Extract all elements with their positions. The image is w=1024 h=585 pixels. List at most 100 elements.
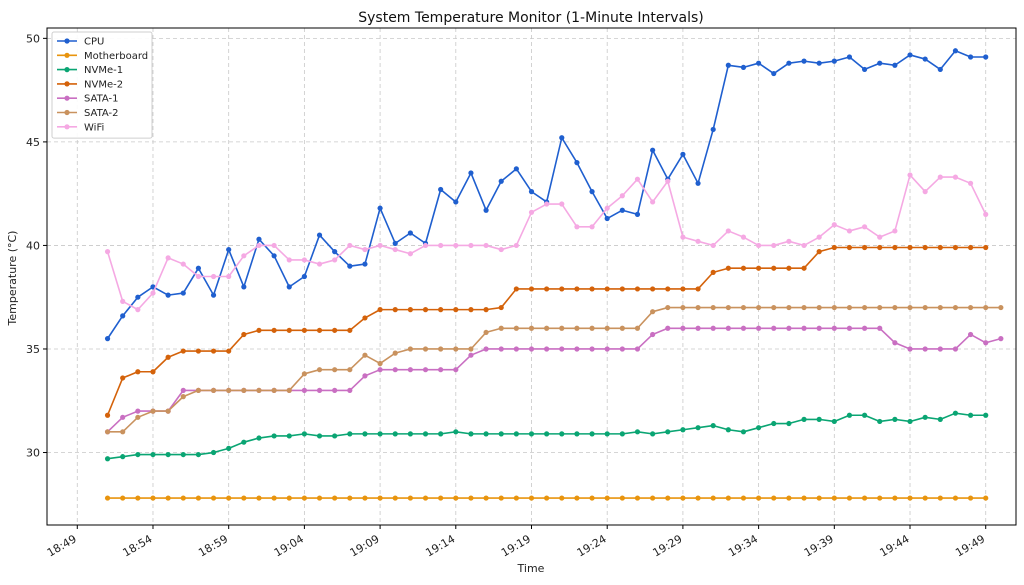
data-point-motherboard	[544, 495, 550, 501]
data-point-sata-1	[967, 331, 974, 338]
data-point-nvme-1	[756, 425, 762, 431]
data-point-cpu	[619, 207, 625, 213]
x-tick-label: 19:39	[802, 532, 836, 559]
data-point-sata-2	[483, 329, 489, 336]
data-point-cpu	[604, 215, 610, 222]
series-nvme-1	[104, 410, 989, 462]
data-point-wifi	[513, 242, 519, 249]
y-tick-label: 50	[26, 32, 40, 45]
data-point-sata-2	[165, 408, 171, 414]
data-point-wifi	[544, 201, 550, 207]
data-point-wifi	[619, 193, 625, 199]
data-point-nvme-2	[226, 348, 232, 354]
data-point-sata-2	[771, 304, 777, 311]
data-point-cpu	[513, 166, 519, 172]
data-point-motherboard	[271, 495, 277, 501]
data-point-motherboard	[422, 495, 429, 501]
data-point-wifi	[301, 257, 307, 263]
data-point-sata-2	[498, 325, 504, 331]
legend-label: CPU	[84, 37, 104, 48]
data-point-sata-1	[756, 325, 762, 331]
data-point-nvme-2	[544, 286, 550, 292]
data-point-sata-2	[226, 387, 232, 393]
data-point-sata-1	[710, 325, 716, 331]
x-tick-label: 18:59	[196, 532, 230, 559]
data-point-nvme-2	[695, 286, 701, 292]
data-point-sata-2	[316, 367, 323, 373]
legend-item-sata-1: SATA-1	[57, 94, 119, 105]
data-point-nvme-1	[983, 412, 989, 418]
legend-item-motherboard: Motherboard	[57, 51, 148, 62]
data-point-wifi	[650, 199, 656, 205]
y-tick-label: 30	[26, 447, 40, 460]
data-point-motherboard	[846, 495, 853, 501]
data-point-sata-2	[559, 325, 565, 331]
data-point-wifi	[983, 211, 989, 217]
data-point-nvme-2	[831, 244, 837, 251]
data-point-motherboard	[937, 495, 943, 501]
data-point-motherboard	[468, 495, 474, 501]
data-point-nvme-2	[771, 265, 777, 271]
x-tick-label: 19:34	[726, 532, 760, 559]
x-tick-label: 19:29	[650, 532, 684, 559]
data-point-sata-2	[135, 414, 141, 420]
data-point-nvme-2	[756, 265, 762, 271]
data-point-sata-1	[453, 367, 459, 373]
data-point-cpu	[226, 246, 232, 253]
data-point-nvme-2	[967, 244, 974, 251]
data-point-nvme-1	[210, 449, 217, 456]
data-point-sata-1	[861, 325, 868, 331]
data-point-nvme-2	[559, 286, 565, 292]
data-point-cpu	[120, 313, 126, 319]
data-point-cpu	[574, 160, 580, 166]
data-point-motherboard	[513, 495, 519, 501]
data-point-sata-2	[801, 304, 807, 311]
data-point-nvme-2	[483, 307, 489, 313]
data-point-nvme-1	[513, 431, 519, 437]
data-point-sata-2	[301, 371, 307, 377]
data-point-sata-2	[195, 387, 202, 393]
legend-swatch-marker	[64, 95, 70, 101]
data-point-wifi	[498, 246, 504, 253]
data-point-wifi	[967, 180, 974, 186]
data-point-nvme-1	[180, 451, 186, 458]
data-point-sata-2	[831, 304, 837, 311]
legend-box	[51, 31, 153, 139]
data-point-nvme-1	[407, 431, 413, 437]
data-point-nvme-2	[195, 348, 202, 354]
data-point-motherboard	[528, 495, 535, 501]
data-point-motherboard	[922, 495, 928, 501]
data-point-cpu	[967, 54, 974, 60]
data-point-sata-2	[604, 325, 610, 331]
data-point-wifi	[438, 242, 444, 249]
data-point-wifi	[347, 242, 353, 249]
data-point-nvme-2	[362, 315, 368, 321]
data-point-wifi	[332, 257, 338, 263]
data-point-motherboard	[407, 495, 413, 501]
data-point-nvme-2	[332, 327, 338, 333]
data-point-motherboard	[816, 495, 822, 501]
series-layer	[104, 48, 1004, 501]
data-point-cpu	[316, 232, 323, 238]
legend-item-nvme-2: NVMe-2	[57, 79, 123, 90]
data-point-nvme-1	[604, 431, 610, 437]
data-point-cpu	[453, 199, 459, 205]
data-point-motherboard	[135, 495, 141, 501]
data-point-wifi	[150, 290, 156, 296]
data-point-sata-1	[816, 325, 822, 331]
data-point-motherboard	[316, 495, 323, 501]
data-point-sata-1	[377, 367, 383, 373]
data-point-nvme-2	[786, 265, 792, 271]
series-motherboard	[104, 495, 989, 501]
data-point-sata-2	[332, 367, 338, 373]
legend-swatch-marker	[64, 109, 70, 116]
data-point-sata-2	[756, 304, 762, 311]
data-point-motherboard	[104, 495, 111, 501]
data-point-sata-2	[422, 346, 429, 352]
data-point-sata-1	[680, 325, 686, 331]
data-point-motherboard	[574, 495, 580, 501]
chart-title: System Temperature Monitor (1-Minute Int…	[358, 10, 704, 26]
data-point-sata-2	[271, 387, 277, 393]
data-point-nvme-2	[952, 244, 959, 251]
data-point-nvme-2	[256, 327, 262, 333]
